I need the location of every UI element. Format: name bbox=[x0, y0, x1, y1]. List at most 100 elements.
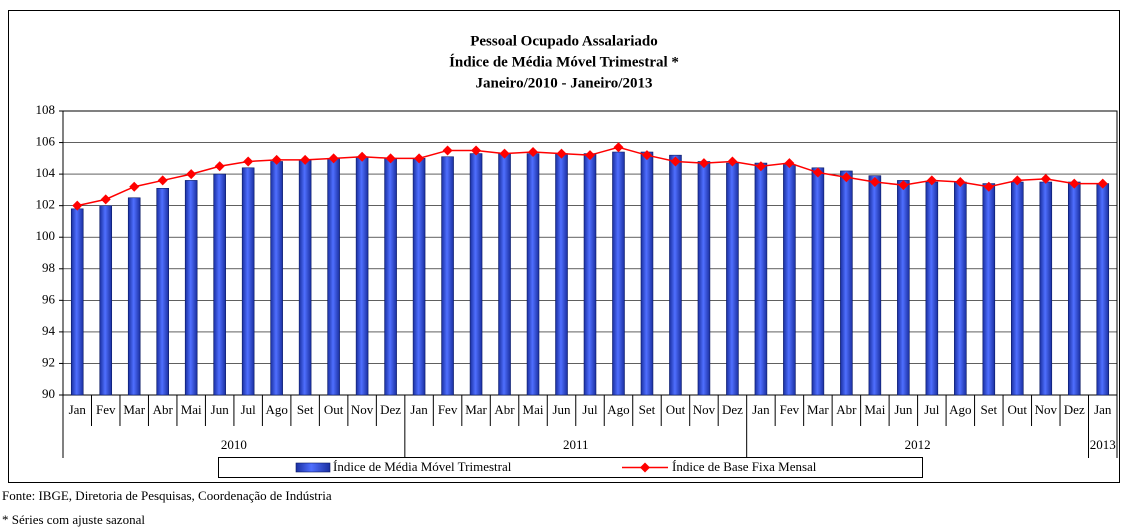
x-tick-label: Out bbox=[1008, 402, 1028, 417]
line-marker bbox=[72, 200, 83, 211]
bar bbox=[897, 180, 910, 396]
bar bbox=[70, 208, 84, 396]
bar bbox=[555, 153, 568, 396]
line-marker bbox=[499, 148, 510, 159]
year-label: 2013 bbox=[1090, 437, 1116, 452]
chart-title: Janeiro/2010 - Janeiro/2013 bbox=[476, 75, 653, 91]
bar bbox=[526, 153, 540, 396]
x-tick-label: Ago bbox=[949, 402, 971, 417]
y-tick-label: 94 bbox=[42, 323, 56, 338]
legend-swatch bbox=[640, 462, 650, 473]
bar bbox=[640, 151, 654, 396]
line-marker bbox=[414, 153, 425, 164]
x-tick-label: Mar bbox=[465, 402, 487, 417]
x-tick-label: Jan bbox=[752, 402, 770, 417]
year-label: 2011 bbox=[563, 437, 589, 452]
x-tick-label: Abr bbox=[494, 402, 515, 417]
x-tick-label: Jul bbox=[582, 402, 598, 417]
line-marker bbox=[755, 161, 766, 172]
line-marker bbox=[784, 158, 795, 169]
year-label: 2010 bbox=[221, 437, 247, 452]
line-marker bbox=[983, 181, 994, 192]
bar bbox=[270, 161, 283, 396]
line-marker bbox=[698, 158, 709, 169]
x-tick-label: Dez bbox=[380, 402, 401, 417]
bar bbox=[441, 156, 454, 396]
bar bbox=[1096, 183, 1110, 396]
bar bbox=[583, 153, 597, 396]
bar bbox=[697, 161, 711, 396]
line-marker bbox=[442, 145, 453, 156]
x-tick-label: Abr bbox=[153, 402, 174, 417]
legend-label: Índice de Base Fixa Mensal bbox=[672, 459, 817, 474]
line-marker bbox=[357, 151, 368, 162]
x-tick-label: Abr bbox=[836, 402, 857, 417]
y-tick-label: 98 bbox=[42, 260, 55, 275]
bar bbox=[469, 153, 483, 396]
x-tick-label: Mar bbox=[123, 402, 145, 417]
x-tick-label: Mai bbox=[181, 402, 202, 417]
bar bbox=[1039, 181, 1053, 396]
bar bbox=[925, 181, 939, 396]
bar bbox=[811, 167, 825, 396]
line-marker bbox=[869, 177, 880, 187]
year-label: 2012 bbox=[905, 437, 931, 452]
line-marker bbox=[613, 142, 624, 153]
legend bbox=[218, 457, 923, 478]
x-tick-label: Nov bbox=[351, 402, 374, 417]
line-marker bbox=[670, 156, 681, 167]
x-tick-label: Mai bbox=[523, 402, 544, 417]
line-marker bbox=[1097, 178, 1108, 189]
x-tick-label: Nov bbox=[1035, 402, 1058, 417]
y-tick-label: 92 bbox=[42, 354, 55, 369]
x-tick-label: Out bbox=[666, 402, 686, 417]
line-marker bbox=[727, 156, 738, 167]
line-marker bbox=[641, 150, 652, 161]
line-marker bbox=[100, 194, 111, 205]
y-tick-label: 90 bbox=[42, 386, 55, 401]
y-tick-label: 108 bbox=[36, 102, 56, 117]
line-marker bbox=[926, 175, 937, 186]
x-tick-label: Nov bbox=[693, 402, 716, 417]
legend-swatch bbox=[295, 462, 331, 473]
x-tick-label: Ago bbox=[607, 402, 629, 417]
x-tick-label: Fev bbox=[438, 402, 458, 417]
bar bbox=[298, 159, 312, 396]
x-tick-label: Fev bbox=[780, 402, 800, 417]
bar bbox=[384, 158, 397, 396]
bar bbox=[241, 167, 255, 396]
legend-label: Índice de Média Móvel Trimestral bbox=[333, 459, 512, 474]
x-tick-label: Mai bbox=[864, 402, 885, 417]
line-marker bbox=[385, 153, 396, 164]
bar bbox=[127, 197, 141, 396]
bar bbox=[1067, 181, 1081, 396]
x-tick-label: Jul bbox=[241, 402, 257, 417]
line-marker bbox=[129, 181, 140, 192]
line-marker bbox=[157, 175, 168, 186]
y-tick-label: 106 bbox=[36, 134, 56, 149]
chart-title: Pessoal Ocupado Assalariado bbox=[470, 33, 658, 49]
line-marker bbox=[300, 154, 311, 165]
x-tick-label: Fev bbox=[96, 402, 116, 417]
line-marker bbox=[955, 177, 966, 187]
x-tick-label: Jan bbox=[1094, 402, 1112, 417]
line-marker bbox=[243, 156, 254, 167]
line-marker bbox=[1012, 175, 1023, 186]
bar bbox=[840, 170, 853, 396]
bar bbox=[213, 173, 226, 396]
bar bbox=[412, 158, 426, 396]
line-marker bbox=[1069, 178, 1080, 189]
bar bbox=[156, 188, 169, 396]
bar bbox=[355, 156, 369, 396]
x-tick-label: Jul bbox=[924, 402, 940, 417]
x-tick-label: Jun bbox=[552, 402, 571, 417]
bar bbox=[327, 158, 340, 396]
bar bbox=[669, 154, 682, 396]
source-note: Fonte: IBGE, Diretoria de Pesquisas, Coo… bbox=[2, 488, 332, 503]
y-tick-label: 96 bbox=[42, 291, 56, 306]
y-tick-label: 102 bbox=[36, 197, 56, 212]
x-tick-label: Set bbox=[639, 402, 656, 417]
bar bbox=[612, 151, 625, 396]
bar bbox=[754, 162, 768, 396]
line-marker bbox=[271, 154, 282, 165]
